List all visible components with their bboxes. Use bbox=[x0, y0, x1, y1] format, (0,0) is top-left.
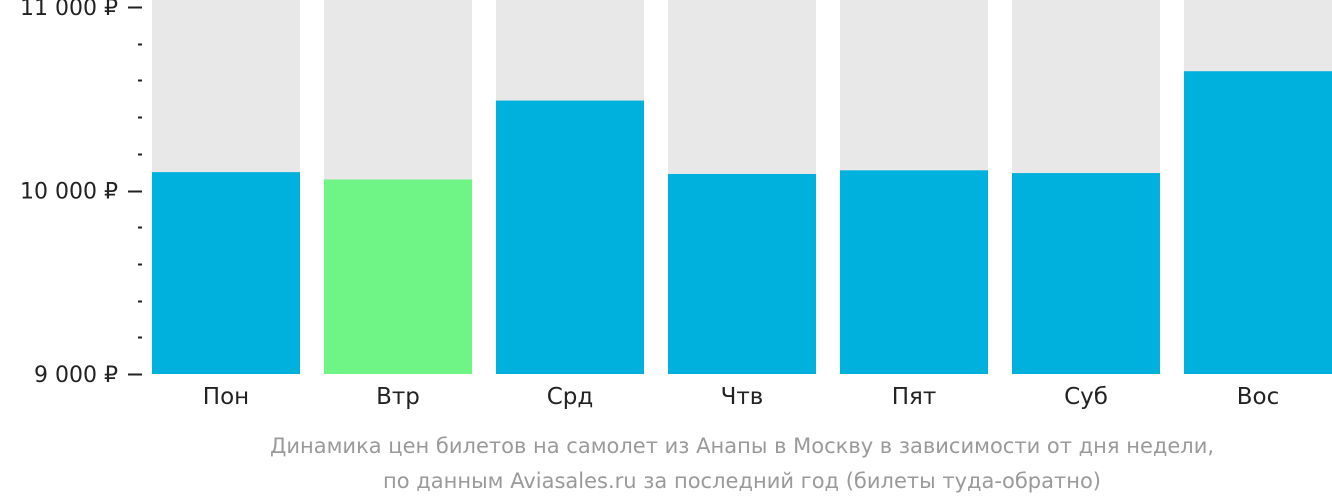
chart-caption: Динамика цен билетов на самолет из Анапы… bbox=[270, 434, 1214, 493]
y-tick-label-2: 11 000 ₽ bbox=[20, 0, 118, 21]
y-axis: 9 000 ₽ 10 000 ₽ 11 000 ₽ bbox=[20, 0, 142, 388]
bar-4 bbox=[840, 170, 988, 374]
x-axis-labels: Пон Втр Срд Чтв Пят Суб Вос bbox=[203, 384, 1279, 410]
bar-0 bbox=[152, 172, 300, 374]
bar-6 bbox=[1184, 71, 1332, 374]
x-tick-label-2: Срд bbox=[547, 384, 594, 410]
x-tick-label-6: Вос bbox=[1237, 384, 1280, 410]
bar-5 bbox=[1012, 173, 1160, 374]
x-tick-label-3: Чтв bbox=[721, 384, 764, 410]
x-tick-label-4: Пят bbox=[892, 384, 937, 410]
x-tick-label-0: Пон bbox=[203, 384, 249, 410]
bar-3 bbox=[668, 173, 816, 374]
bars bbox=[152, 71, 1332, 375]
x-tick-label-5: Суб bbox=[1064, 384, 1108, 410]
y-tick-label-0: 9 000 ₽ bbox=[34, 363, 118, 388]
y-tick-label-1: 10 000 ₽ bbox=[20, 180, 118, 205]
x-tick-label-1: Втр bbox=[376, 384, 420, 410]
caption-line-1: Динамика цен билетов на самолет из Анапы… bbox=[270, 434, 1214, 458]
caption-line-2: по данным Aviasales.ru за последний год … bbox=[383, 469, 1101, 493]
bar-1 bbox=[324, 179, 472, 374]
bar-2 bbox=[496, 100, 644, 375]
